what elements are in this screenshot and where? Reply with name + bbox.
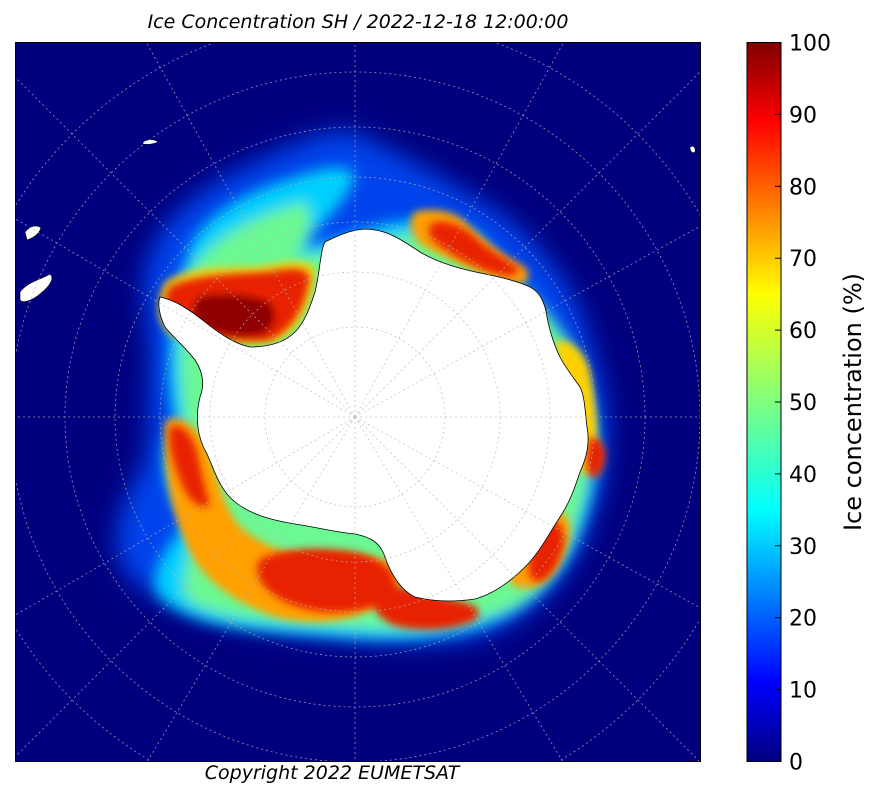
colorbar-tick-label: 60	[789, 319, 817, 344]
colorbar-tick-label: 100	[789, 32, 831, 57]
island	[142, 139, 159, 145]
map-frame	[15, 42, 701, 762]
copyright-notice: Copyright 2022 EUMETSAT	[204, 762, 460, 784]
colorbar-tick-label: 40	[789, 463, 817, 488]
colorbar-label: Ice concentration (%)	[839, 272, 867, 532]
colorbar-tick-label: 80	[789, 175, 817, 200]
colorbar-tick-label: 50	[789, 391, 817, 416]
colorbar-tick-label: 30	[789, 535, 817, 560]
colorbar-tick-label: 10	[789, 679, 817, 704]
island	[689, 145, 696, 154]
colorbar-tick-label: 90	[789, 103, 817, 128]
colorbar-tick-label: 70	[789, 247, 817, 272]
antarctica-landmass	[158, 228, 589, 602]
island	[19, 273, 53, 302]
sea-ice-very-high	[165, 221, 606, 630]
map-title: Ice Concentration SH / 2022-12-18 12:00:…	[147, 11, 569, 33]
colorbar: 0 10 20 30 40 50 60 70 80 90 100	[746, 32, 831, 776]
colorbar-tick-label: 20	[789, 607, 817, 632]
colorbar-tick-label: 0	[789, 751, 803, 776]
graticule	[15, 42, 701, 762]
sea-ice-map	[15, 42, 701, 762]
